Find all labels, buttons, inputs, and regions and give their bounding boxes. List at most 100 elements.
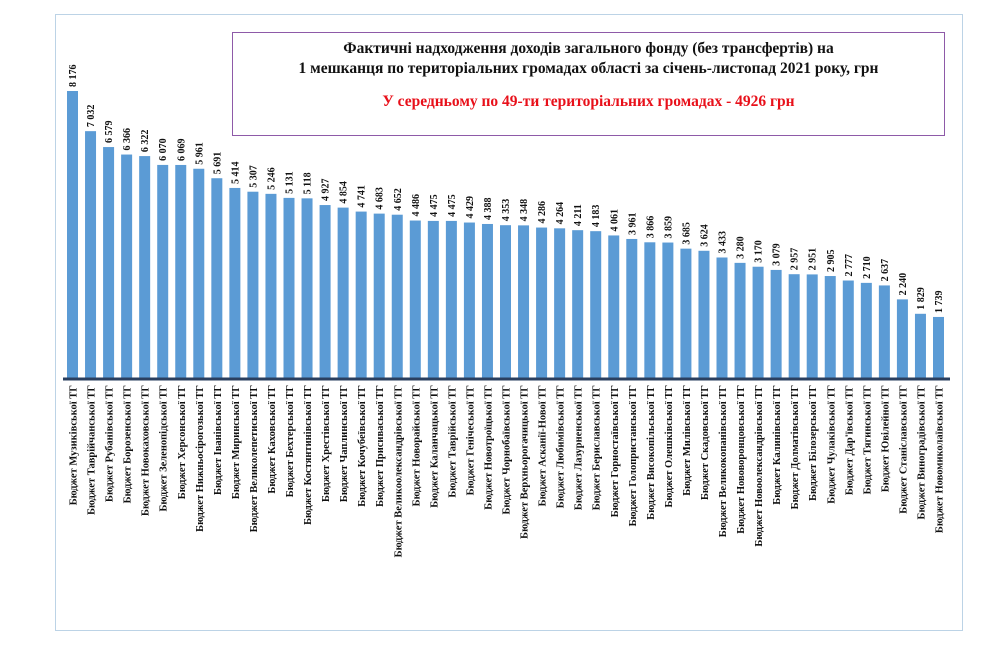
value-label: 4 264 <box>555 202 566 225</box>
category-label: Бюджет Миринської ТГ <box>231 385 242 499</box>
bar <box>301 198 313 378</box>
bar <box>283 197 295 378</box>
bar <box>914 313 926 378</box>
bar <box>355 211 367 378</box>
chart-title-line-2: 1 мешканця по територіальних громадах об… <box>298 60 879 77</box>
value-label: 6 579 <box>104 121 115 144</box>
value-label: 3 961 <box>627 212 638 235</box>
bar <box>806 274 818 378</box>
category-label: Бюджет Асканії-Нової ТГ <box>538 385 549 507</box>
value-label: 7 032 <box>86 105 97 128</box>
bar <box>175 164 187 378</box>
bar <box>554 228 566 378</box>
category-label: Бюджет Херсонської ТГ <box>177 385 188 500</box>
category-label: Бюджет Станіславської ТГ <box>898 385 909 514</box>
bar <box>265 193 277 378</box>
value-label: 2 951 <box>808 248 819 271</box>
value-label: 8 176 <box>68 65 79 88</box>
value-label: 4 927 <box>321 179 332 202</box>
category-label: Бюджет Великокопанівської ТГ <box>718 385 729 538</box>
value-label: 5 118 <box>303 172 314 194</box>
value-label: 4 353 <box>501 199 512 222</box>
bar <box>409 220 421 378</box>
category-label: Бюджет Генічеської ТГ <box>465 385 476 496</box>
value-label: 1 739 <box>934 290 945 313</box>
bar <box>518 225 530 378</box>
category-label: Бюджет Присиваської ТГ <box>375 385 386 507</box>
value-label: 4 652 <box>393 188 404 211</box>
bar <box>337 207 349 378</box>
category-label: Бюджет Каховської ТГ <box>267 385 278 494</box>
value-label: 6 070 <box>158 138 169 161</box>
category-label: Бюджет Ювілейної ТГ <box>880 385 891 492</box>
category-label: Бюджет Тягинської ТГ <box>862 385 873 495</box>
value-label: 5 307 <box>248 165 259 188</box>
chart-title-box: Фактичні надходження доходів загального … <box>232 32 945 136</box>
category-label: Бюджет Любимівської ТГ <box>556 385 567 509</box>
category-label: Бюджет Милівської ТГ <box>682 385 693 496</box>
category-label: Бюджет Високопільської ТГ <box>646 385 657 520</box>
category-label: Бюджет Каланчацької ТГ <box>429 385 440 508</box>
bar <box>121 154 133 378</box>
bar <box>193 168 205 378</box>
value-label: 3 859 <box>663 216 674 239</box>
category-label: Бюджет Чаплинської ТГ <box>339 385 350 502</box>
bar <box>536 227 548 378</box>
value-label: 4 741 <box>357 185 368 208</box>
value-label: 5 131 <box>285 171 296 194</box>
bar <box>644 242 656 378</box>
value-label: 5 246 <box>266 167 277 190</box>
bar <box>229 187 241 378</box>
value-label: 1 829 <box>916 287 927 310</box>
value-label: 2 240 <box>898 273 909 296</box>
category-label: Бюджет Чулаківської ТГ <box>826 385 837 504</box>
value-label: 4 388 <box>483 197 494 220</box>
bar <box>878 285 890 378</box>
category-label: Бюджет Верхньорогачицької ТГ <box>520 385 531 539</box>
bar <box>463 222 475 378</box>
value-label: 3 079 <box>772 243 783 266</box>
category-label: Бюджет Новорайської ТГ <box>411 385 422 507</box>
category-label: Бюджет Великолепетиської ТГ <box>249 385 260 533</box>
bar <box>373 213 385 378</box>
bar <box>445 220 457 378</box>
bar <box>626 238 638 378</box>
value-label: 3 624 <box>699 224 710 247</box>
bar <box>608 235 620 378</box>
category-label: Бюджет Горностаївської ТГ <box>610 385 621 518</box>
category-label: Бюджет Рубанівської ТГ <box>105 385 116 502</box>
bar <box>680 248 692 378</box>
bar <box>896 299 908 378</box>
category-label: Бюджет Таврійської ТГ <box>447 385 458 498</box>
value-label: 2 905 <box>826 250 837 273</box>
bar <box>933 316 944 378</box>
bar <box>427 220 439 378</box>
category-label: Бюджет Долматівської ТГ <box>790 385 801 510</box>
value-label: 2 637 <box>880 259 891 282</box>
value-label: 5 961 <box>194 142 205 165</box>
chart-panel <box>55 14 963 631</box>
bar <box>662 242 674 378</box>
category-label: Бюджет Голопристанської ТГ <box>628 385 639 527</box>
category-label: Бюджет Новоолександрівської ТГ <box>754 385 765 547</box>
category-label: Бюджет Білозерської ТГ <box>808 385 819 501</box>
category-label: Бюджет Лазурненської ТГ <box>574 385 585 510</box>
bar <box>734 262 746 378</box>
bar <box>247 191 259 378</box>
bar <box>572 230 584 378</box>
bar <box>788 274 800 378</box>
bar <box>860 282 872 378</box>
category-label: Бюджет Великоолександрівської ТГ <box>393 385 404 558</box>
category-label: Бюджет Музиківської ТГ <box>69 385 80 506</box>
bar <box>211 178 223 378</box>
category-label: Бюджет Новокаховської ТГ <box>141 385 152 516</box>
value-label: 3 866 <box>645 216 656 239</box>
value-label: 4 061 <box>609 209 620 232</box>
bar <box>85 131 97 378</box>
value-label: 3 685 <box>681 222 692 245</box>
category-label: Бюджет Борозенської ТГ <box>123 385 134 504</box>
bar <box>391 214 403 378</box>
chart-title: Фактичні надходження доходів загального … <box>233 39 944 79</box>
value-label: 6 322 <box>140 130 151 153</box>
